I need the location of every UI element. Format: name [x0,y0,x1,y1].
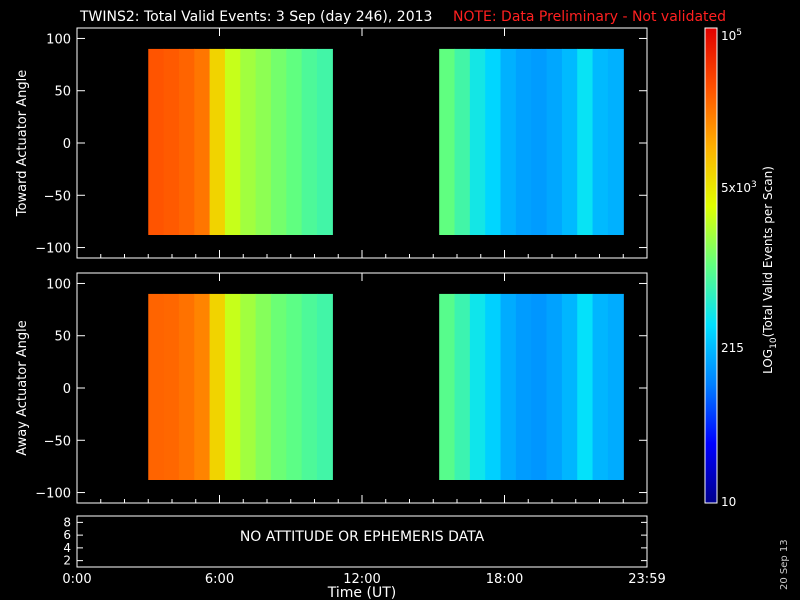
date-stamp: 20 Sep 13 [779,539,790,590]
heatmap-cell [531,48,548,235]
x-tick-label: 18:00 [486,572,523,587]
heatmap-cell [316,293,333,480]
heatmap-cell [178,48,195,235]
heatmap-cell [163,48,180,235]
heatmap-cell [515,293,532,480]
colorbar-tick-max: 105 [721,28,742,43]
panel-toward: −100 −50 0 50 100 Toward Actuator Angle [15,27,648,259]
heatmap-cell [469,48,486,235]
heatmap-cell [148,293,165,480]
heatmap-cell [607,48,624,235]
y-tick-label: 4 [63,541,71,555]
heatmap-cell [301,293,318,480]
heatmap-cell [301,48,318,235]
y-tick-label: 100 [46,277,71,292]
panel-toward-ylabel: Toward Actuator Angle [15,70,30,217]
heatmap-cell [194,293,211,480]
heatmap-cell [224,48,241,235]
heatmap-cell [500,48,517,235]
heatmap-cell [240,293,257,480]
heatmap-cell [255,293,272,480]
colorbar-gradient [705,28,717,503]
heatmap-cell [454,48,471,235]
colorbar-title: LOG10(Total Valid Events per Scan) [761,166,779,374]
y-tick-label: −50 [44,189,71,204]
heatmap-cell [546,293,563,480]
panel-away: −100 −50 0 50 100 Away Actuator Angle [15,272,648,504]
heatmap-cell [592,48,609,235]
heatmap-cell [316,48,333,235]
x-tick-labels: 0:00 6:00 12:00 18:00 23:59 [62,572,665,587]
y-tick-label: −100 [35,242,71,257]
heatmap-cell [178,293,195,480]
heatmap-cell [286,48,303,235]
panel-toward-heatmap [148,48,624,235]
y-tick-label: −100 [35,487,71,502]
heatmap-cell [531,293,548,480]
x-tick-label: 12:00 [343,572,380,587]
heatmap-cell [546,48,563,235]
heatmap-cell [439,293,456,480]
heatmap-cell [469,293,486,480]
preliminary-note: NOTE: Data Preliminary - Not validated [453,9,726,25]
colorbar-frame [704,27,718,504]
panel-away-axes: −100 −50 0 50 100 [35,273,648,503]
heatmap-cell [485,293,502,480]
colorbar-tick-min: 10 [721,495,736,509]
x-tick-label: 6:00 [205,572,234,587]
heatmap-cell [577,48,594,235]
heatmap-cell [577,293,594,480]
figure-title: TWINS2: Total Valid Events: 3 Sep (day 2… [79,9,432,25]
heatmap-cell [561,48,578,235]
heatmap-cell [209,48,226,235]
heatmap-cell [515,48,532,235]
heatmap-cell [454,293,471,480]
heatmap-cell [500,293,517,480]
heatmap-cell [439,48,456,235]
y-tick-label: 50 [54,330,71,345]
heatmap-cell [255,48,272,235]
colorbar-tick-5k: 5x103 [721,180,757,195]
y-tick-label: 0 [63,382,71,397]
y-tick-label: 100 [46,32,71,47]
heatmap-cell [240,48,257,235]
x-tick-label: 23:59 [628,572,665,587]
x-axis-label: Time (UT) [327,585,396,600]
panel-toward-axes: −100 −50 0 50 100 [35,28,648,258]
heatmap-cell [224,293,241,480]
colorbar: 105 5x103 215 10 LOG10(Total Valid Event… [704,27,779,509]
y-tick-label: 2 [63,554,71,568]
heatmap-cell [270,293,287,480]
heatmap-cell [286,293,303,480]
heatmap-cell [270,48,287,235]
heatmap-cell [607,293,624,480]
heatmap-cell [148,48,165,235]
no-data-message: NO ATTITUDE OR EPHEMERIS DATA [240,529,485,545]
colorbar-tick-215: 215 [721,341,744,355]
heatmap-cell [485,48,502,235]
y-tick-label: 8 [63,515,71,529]
heatmap-cell [163,293,180,480]
heatmap-cell [561,293,578,480]
y-tick-label: −50 [44,434,71,449]
panel-away-heatmap [148,293,624,480]
y-tick-label: 50 [54,85,71,100]
y-tick-label: 0 [63,137,71,152]
panel-away-ylabel: Away Actuator Angle [15,320,30,455]
x-tick-label: 0:00 [62,572,91,587]
panel-attitude-frame [76,515,648,568]
y-tick-label: 6 [63,528,71,542]
heatmap-cell [592,293,609,480]
heatmap-cell [209,293,226,480]
heatmap-cell [194,48,211,235]
